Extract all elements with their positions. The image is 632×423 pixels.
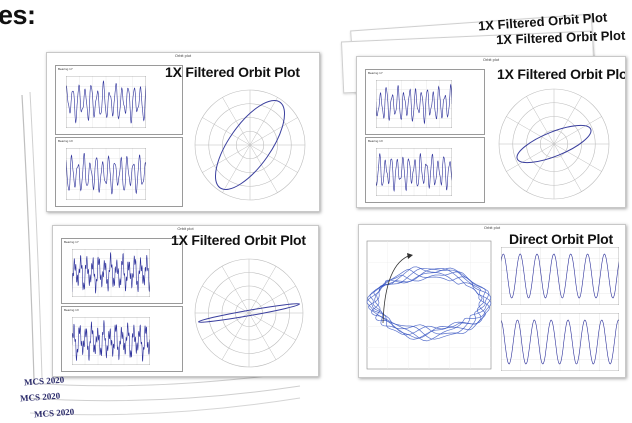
slide-title: 1X Filtered Orbit Plot [165, 64, 300, 80]
waveform-panel-bottom: Bearing 1X [61, 306, 183, 372]
waveform-trace [72, 317, 150, 365]
status-bar: Orbit plot [482, 57, 500, 62]
waveform-panel-top: Bearing 1Y [365, 69, 485, 135]
waveform-trace [376, 80, 452, 128]
waveform-trace [501, 247, 619, 305]
orbit-polar-plot [194, 258, 304, 368]
page-heading: es: [0, 0, 36, 30]
slide-title: 1X Filtered Orbit Plot [497, 66, 626, 82]
waveform-trace [66, 148, 146, 200]
orbit-polar-plot [498, 88, 610, 200]
slide-title: Direct Orbit Plot [509, 231, 613, 247]
waveform-trace [72, 249, 150, 297]
waveform-trace [376, 148, 452, 196]
waveform-panel-bottom: Bearing 1X [55, 137, 183, 207]
status-bar: Orbit plot [177, 226, 194, 231]
direct-orbit-plot [366, 240, 492, 370]
status-bar: Orbit plot [174, 53, 192, 58]
waveform-panel-bottom: Bearing 1X [365, 137, 485, 203]
waveform-panel-top: Bearing 1Y [55, 65, 183, 135]
orbit-slide-2: Orbit plot Bearing 1Y Bearing 1X 1X Filt… [356, 56, 626, 208]
waveform-trace [66, 76, 146, 128]
waveform-trace [501, 313, 619, 371]
waveform-panel-top: Bearing 1Y [61, 238, 183, 304]
orbit-polar-plot [194, 89, 306, 201]
orbit-slide-1: Orbit plot Bearing 1Y Bearing 1X 1X Filt… [46, 52, 320, 212]
orbit-slide-3: Orbit plot Bearing 1Y Bearing 1X 1X Filt… [52, 225, 319, 377]
status-bar: Orbit plot [483, 225, 501, 230]
orbit-slide-4: Orbit plot Direct Orbit Plot [358, 224, 626, 378]
slide-title: 1X Filtered Orbit Plot [171, 232, 306, 248]
